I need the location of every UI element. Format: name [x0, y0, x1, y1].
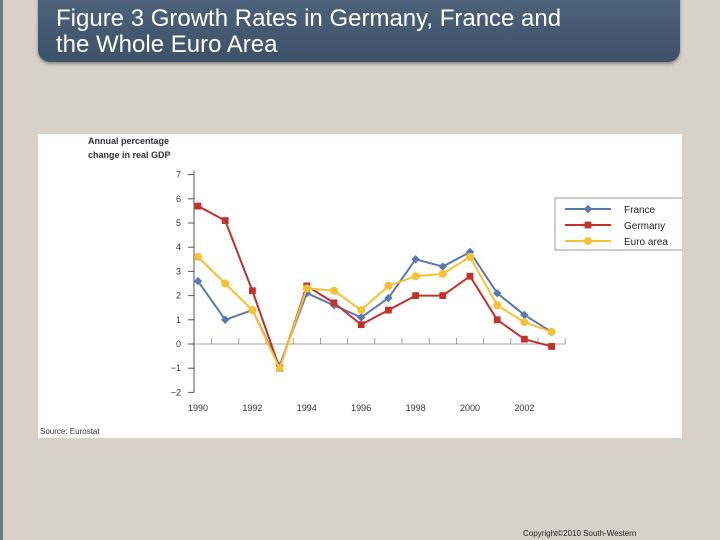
data-point-germany — [521, 335, 528, 343]
y-tick-label: 0 — [176, 339, 181, 349]
legend: France Germany Euro area — [554, 197, 684, 251]
slide-title-line-1: Figure 3 Growth Rates in Germany, France… — [56, 5, 562, 32]
y-tick-label: 7 — [176, 170, 181, 180]
data-point-euro-area — [493, 301, 502, 310]
data-point-euro-area — [547, 327, 556, 336]
slide-title-line-2: the Whole Euro Area — [56, 31, 278, 58]
data-point-france — [384, 293, 393, 303]
data-point-france — [520, 310, 529, 320]
data-point-germany — [194, 202, 202, 210]
y-axis-label-line-2: change in real GDP — [88, 150, 171, 160]
data-point-euro-area — [520, 318, 529, 327]
x-tick-label: 2000 — [460, 403, 480, 413]
data-point-france — [411, 255, 420, 264]
x-tick-label: 1994 — [297, 403, 317, 413]
y-tick-label: 1 — [176, 315, 181, 325]
data-point-euro-area — [411, 272, 420, 281]
copyright-notice: Copyright©2010 South-Western — [523, 529, 637, 538]
legend-marker-euro-area — [584, 237, 592, 245]
x-tick-label: 2002 — [514, 403, 534, 413]
data-point-france — [357, 313, 366, 322]
data-point-germany — [357, 321, 365, 329]
data-point-euro-area — [357, 306, 366, 315]
data-point-germany — [466, 272, 474, 280]
x-tick-label: 1992 — [242, 403, 262, 413]
data-point-germany — [412, 292, 419, 299]
legend-marker-germany — [584, 221, 592, 229]
title-bar — [38, 0, 680, 62]
data-point-euro-area — [221, 279, 230, 288]
x-tick-label: 1998 — [406, 403, 426, 413]
data-point-germany — [330, 299, 338, 307]
chart-panel: Annual percentage change in real GDP Sou… — [38, 134, 684, 438]
data-point-euro-area — [248, 306, 257, 315]
legend-label-germany: Germany — [624, 221, 665, 232]
series-line-germany — [197, 205, 552, 370]
y-axis-label-line-1: Annual percentage — [88, 136, 169, 146]
series-layer — [193, 202, 556, 373]
y-tick-label: −2 — [171, 387, 181, 397]
data-point-germany — [493, 316, 501, 324]
left-edge-rule — [0, 0, 3, 540]
data-point-france — [221, 315, 230, 324]
data-point-euro-area — [438, 269, 447, 278]
legend-marker-france — [583, 204, 593, 214]
y-tick-label: 3 — [176, 266, 181, 276]
data-point-germany — [249, 287, 256, 295]
data-point-euro-area — [466, 252, 474, 261]
data-point-euro-area — [275, 364, 284, 373]
x-tick-label: 1990 — [188, 403, 208, 413]
data-point-euro-area — [330, 286, 338, 295]
data-point-germany — [221, 217, 229, 224]
data-point-france — [493, 288, 502, 298]
data-point-germany — [548, 343, 555, 350]
data-point-france — [438, 262, 447, 271]
y-tick-label: 2 — [176, 291, 181, 301]
data-point-euro-area — [302, 284, 311, 293]
slide-title: Figure 3 Growth Rates in Germany, France… — [56, 6, 676, 58]
y-tick-label: −1 — [171, 363, 181, 373]
data-point-france — [193, 276, 203, 286]
data-point-germany — [385, 306, 392, 314]
data-point-germany — [439, 292, 447, 299]
series-line-euro-area — [197, 255, 552, 370]
source-note: Source: Eurostat — [40, 427, 100, 436]
y-tick-label: 6 — [176, 194, 181, 204]
data-point-euro-area — [194, 252, 202, 261]
data-point-euro-area — [384, 281, 393, 290]
y-tick-label: 5 — [176, 218, 181, 228]
legend-label-euro-area: Euro area — [624, 237, 668, 248]
axes-group: 7 6 5 4 3 2 1 0 −1 −2 1990 1992 1994 1996 1998 2000 2002 — [171, 170, 566, 413]
legend-label-france: France — [624, 205, 656, 216]
y-tick-label: 4 — [176, 242, 181, 252]
growth-rate-chart: Annual percentage change in real GDP Sou… — [40, 136, 684, 436]
x-tick-label: 1996 — [351, 403, 371, 413]
